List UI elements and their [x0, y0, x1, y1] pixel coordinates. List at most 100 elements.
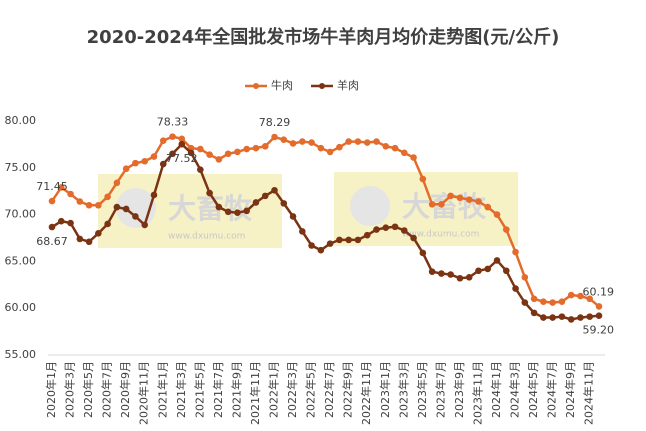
legend-marker — [319, 83, 325, 89]
data-point — [261, 142, 269, 150]
y-tick-label: 60.00 — [5, 301, 37, 314]
x-tick-label: 2024年3月 — [508, 361, 522, 418]
x-tick-label: 2024年7月 — [545, 361, 559, 418]
data-point — [289, 140, 297, 147]
data-point — [169, 133, 176, 140]
data-point — [484, 265, 492, 273]
data-point — [373, 138, 380, 145]
data-point — [391, 144, 399, 152]
data-point — [502, 267, 510, 275]
data-point — [76, 235, 84, 243]
x-tick-label: 2020年1月 — [44, 361, 58, 418]
data-point — [224, 208, 232, 216]
data-point — [345, 138, 352, 145]
x-tick-label: 2020年5月 — [81, 361, 95, 418]
data-point — [48, 197, 56, 205]
y-tick-label: 80.00 — [5, 114, 37, 127]
data-point — [354, 236, 362, 244]
data-point — [586, 295, 594, 303]
data-point — [206, 189, 213, 197]
x-tick-label: 2024年1月 — [489, 361, 503, 418]
legend-label: 牛肉 — [271, 78, 293, 92]
data-label: 77.52 — [166, 152, 198, 165]
data-point — [57, 217, 65, 225]
data-point — [132, 213, 139, 220]
data-point — [178, 140, 186, 148]
data-point — [530, 309, 538, 317]
data-point — [438, 201, 445, 208]
data-point — [299, 228, 306, 235]
legend-label: 羊肉 — [337, 78, 359, 92]
data-point — [280, 136, 288, 144]
data-point — [308, 242, 315, 249]
watermark-url: www.dxumu.com — [168, 232, 245, 242]
data-point — [271, 186, 278, 194]
x-tick-label: 2023年1月 — [378, 361, 392, 418]
data-point — [363, 139, 371, 146]
data-point — [549, 314, 556, 321]
data-point — [67, 190, 74, 198]
data-point — [243, 145, 250, 153]
x-tick-label: 2021年1月 — [155, 361, 169, 418]
data-point — [252, 144, 260, 152]
data-point — [577, 292, 584, 300]
data-point — [85, 201, 93, 209]
x-tick-label: 2023年9月 — [452, 361, 466, 418]
x-tick-label: 2024年5月 — [526, 361, 540, 418]
data-point — [243, 207, 250, 215]
data-point — [363, 231, 371, 239]
data-point — [48, 223, 56, 231]
data-point — [558, 313, 566, 320]
data-label: 78.29 — [259, 116, 291, 129]
data-point — [428, 268, 436, 275]
data-point — [326, 240, 334, 247]
data-point — [234, 148, 241, 156]
data-point — [530, 295, 538, 303]
data-point — [215, 156, 223, 163]
data-point — [206, 151, 213, 158]
x-tick-label: 2022年5月 — [304, 361, 318, 418]
data-point — [447, 192, 454, 200]
data-point — [391, 223, 399, 231]
data-point — [484, 203, 492, 211]
x-tick-label: 2022年1月 — [267, 361, 281, 418]
x-tick-label: 2020年9月 — [118, 361, 132, 418]
data-point — [150, 191, 158, 199]
data-point — [104, 193, 111, 201]
data-point — [419, 175, 427, 183]
data-point — [113, 179, 121, 187]
data-point — [299, 138, 306, 145]
data-point — [465, 274, 473, 281]
data-point — [428, 201, 436, 208]
y-tick-label: 55.00 — [5, 348, 37, 361]
data-point — [197, 166, 204, 173]
data-point — [521, 274, 529, 281]
data-point — [113, 203, 121, 211]
legend-marker — [253, 83, 259, 89]
watermark-url: www.dxumu.com — [402, 230, 479, 240]
data-point — [540, 314, 547, 321]
x-tick-label: 2022年11月 — [359, 361, 373, 425]
x-tick-label: 2021年7月 — [211, 361, 225, 418]
data-point — [558, 298, 566, 305]
data-point — [493, 211, 501, 218]
data-point — [336, 143, 343, 151]
data-point — [475, 267, 482, 275]
x-tick-label: 2024年9月 — [563, 361, 577, 418]
data-point — [252, 199, 260, 206]
y-tick-label: 75.00 — [5, 161, 37, 174]
data-point — [512, 248, 519, 256]
data-point — [410, 154, 417, 161]
x-tick-label: 2023年11月 — [470, 361, 484, 425]
data-label: 59.20 — [583, 324, 615, 337]
data-point — [308, 139, 315, 146]
data-point — [169, 150, 176, 158]
x-tick-label: 2020年11月 — [137, 361, 151, 425]
data-point — [141, 157, 149, 165]
data-point — [493, 257, 501, 264]
data-point — [150, 153, 158, 160]
x-tick-label: 2021年3月 — [174, 361, 188, 418]
data-point — [280, 200, 288, 207]
data-point — [67, 219, 74, 227]
